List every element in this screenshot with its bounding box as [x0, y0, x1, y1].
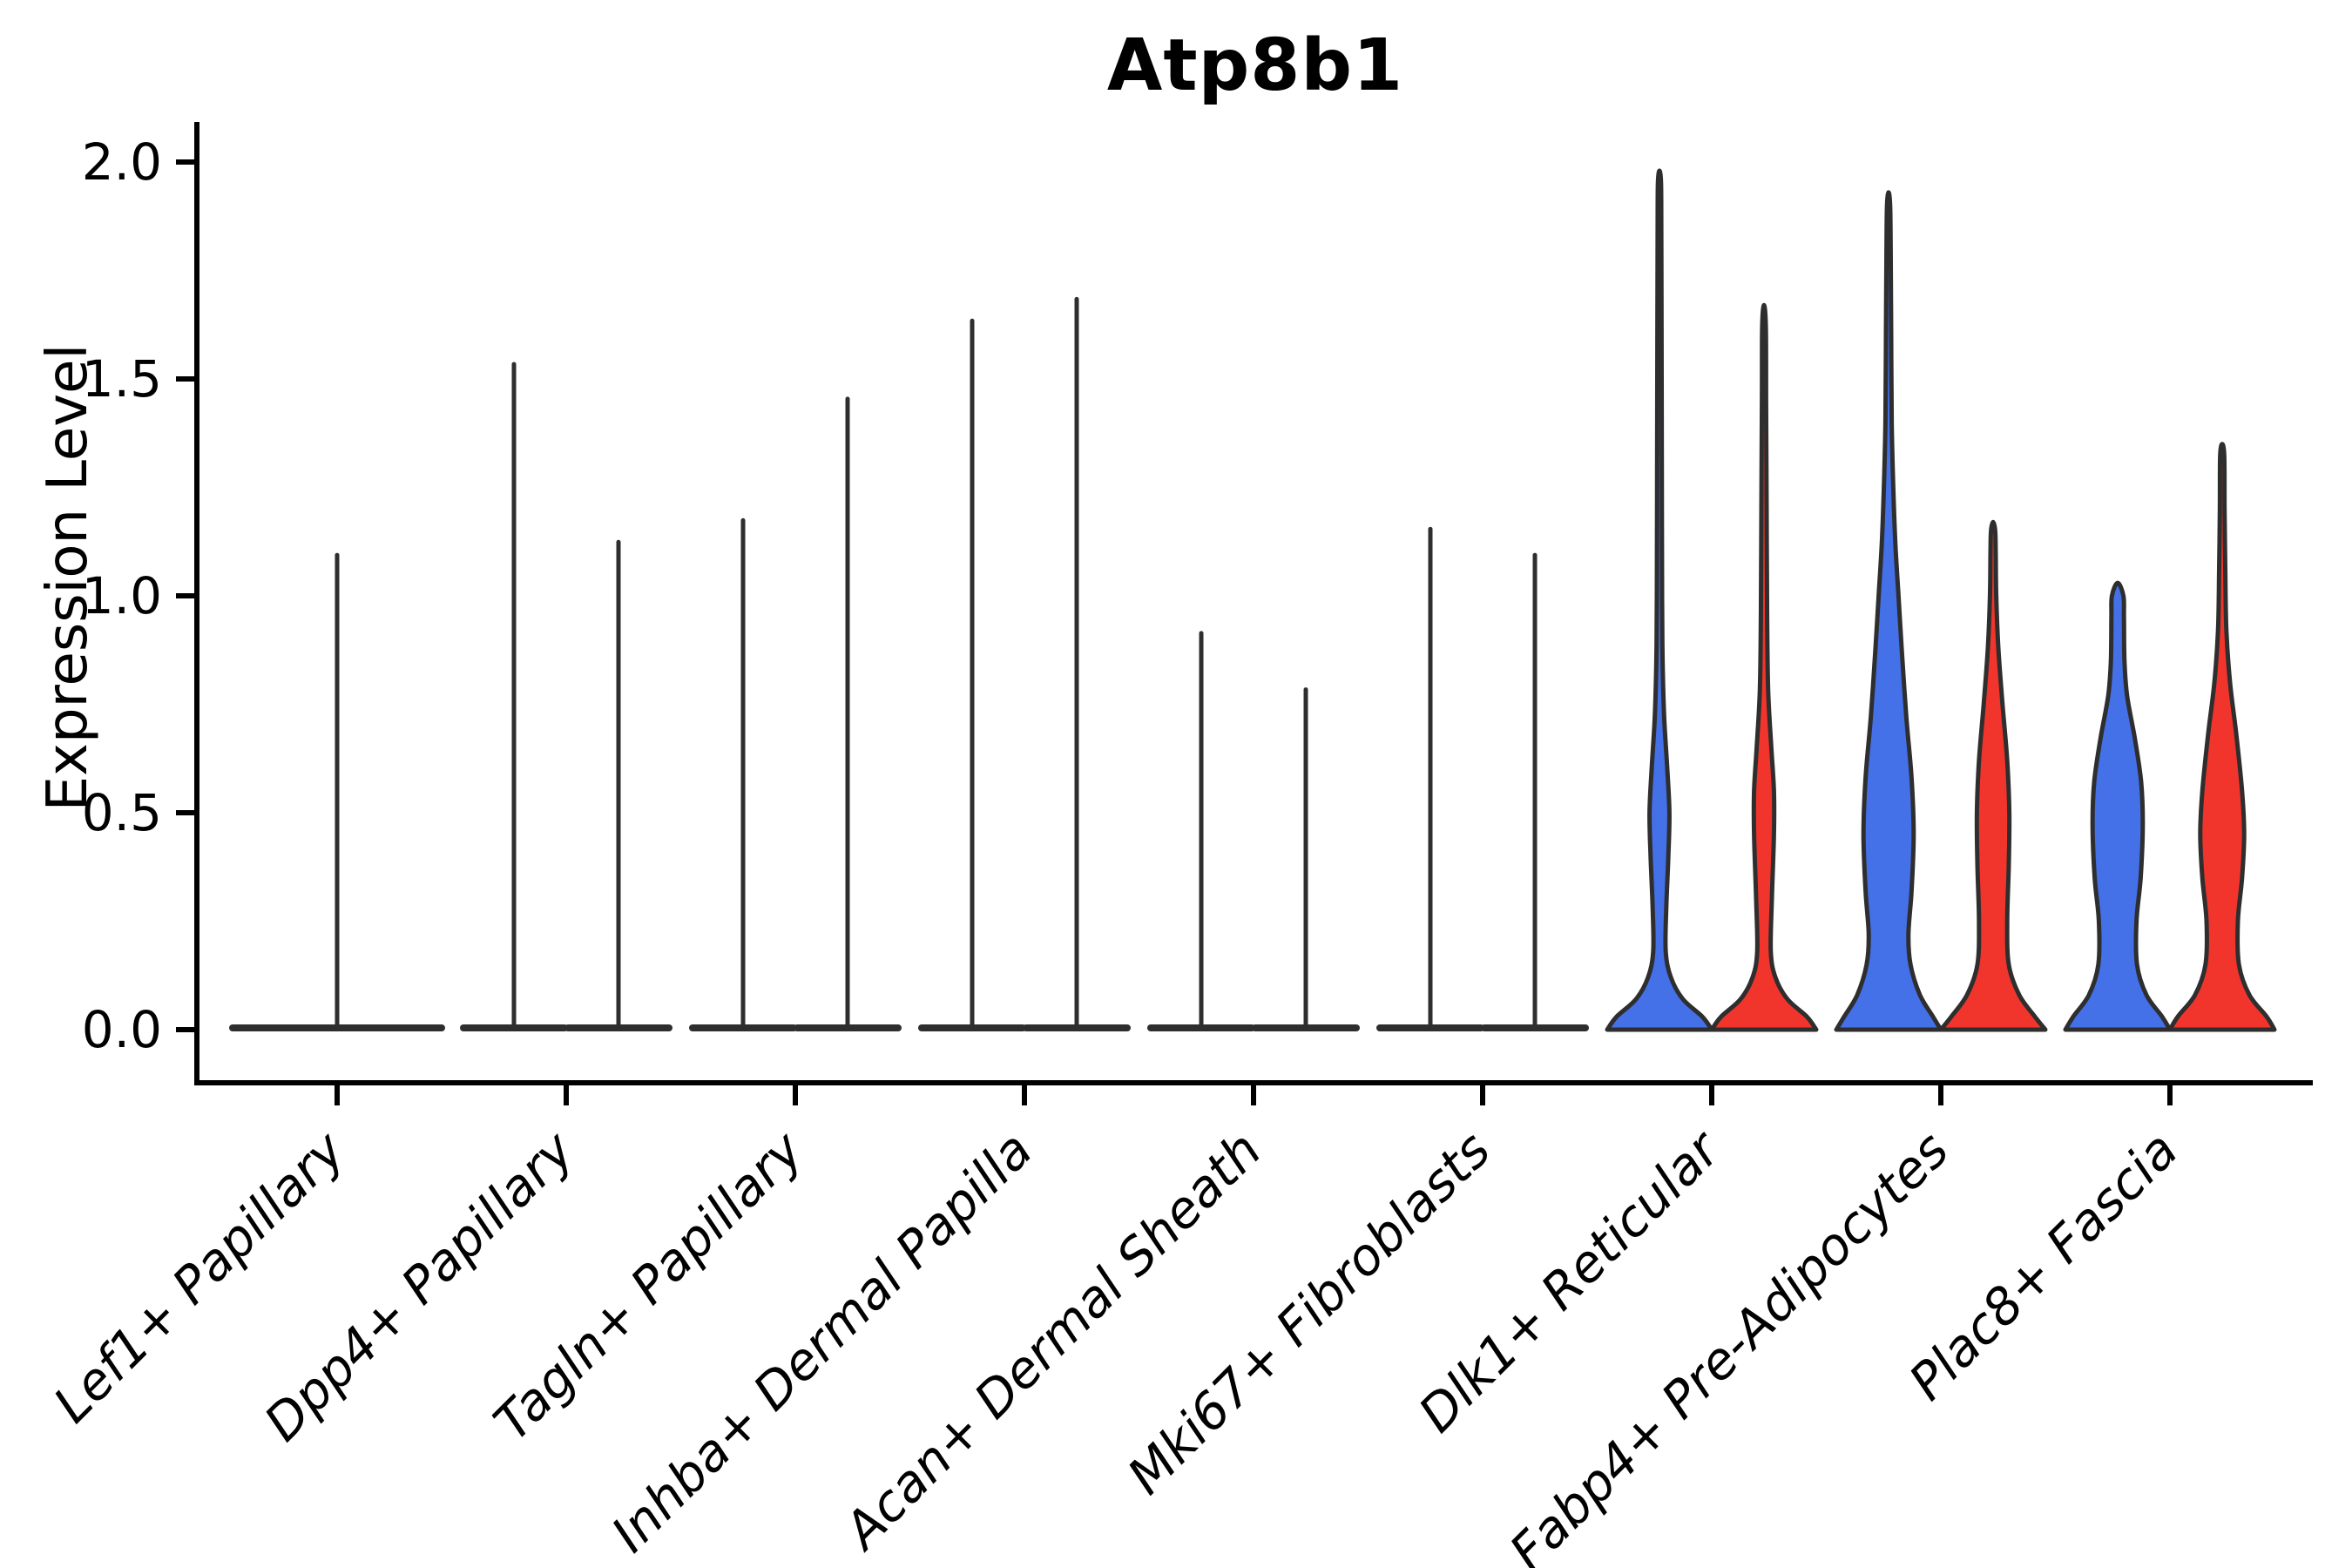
x-tick-label: Fabp4+ Pre-Adipocytes — [1498, 1120, 1960, 1568]
chart-title: Atp8b1 — [1106, 24, 1404, 107]
y-tick-label: 0.0 — [82, 1000, 162, 1059]
x-tick-label: Inhba+ Dermal Papilla — [600, 1120, 1044, 1564]
x-tick-label: Acan+ Dermal Sheath — [830, 1120, 1273, 1563]
y-tick-label: 1.5 — [82, 349, 162, 409]
violin-body-blue — [2063, 580, 2173, 1032]
y-tick-label: 1.0 — [82, 566, 162, 625]
y-tick-label: 0.5 — [82, 783, 162, 842]
violin-body-red — [1938, 519, 2048, 1032]
violin-body-blue — [1834, 190, 1943, 1032]
violin-body-red — [2167, 442, 2277, 1032]
violin-body-red — [1709, 302, 1819, 1032]
violin-body-blue — [1605, 168, 1714, 1032]
y-tick-label: 2.0 — [82, 132, 162, 192]
